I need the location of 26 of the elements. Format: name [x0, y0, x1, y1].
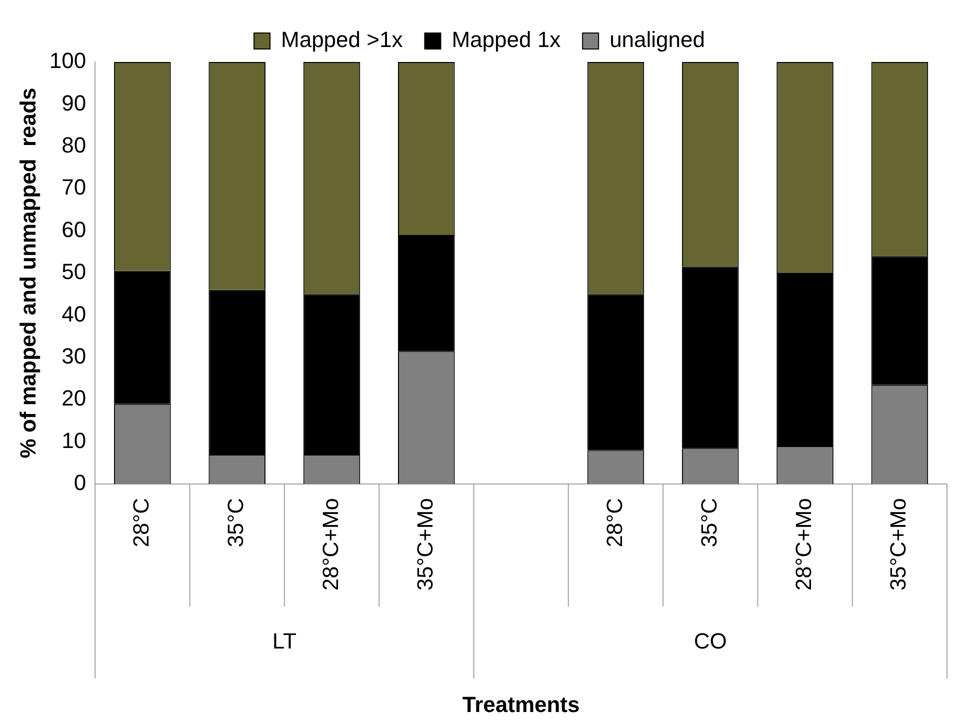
x-axis-title: Treatments [462, 692, 580, 717]
y-tick-label: 0 [74, 470, 86, 496]
y-tick-label: 60 [62, 216, 86, 242]
x-tick-label: 28°C [602, 498, 627, 548]
y-tick-label: 30 [62, 343, 86, 368]
x-tick-label: 35°C+Mo [412, 498, 438, 591]
text: LT [272, 628, 296, 654]
y-tick-label: 40 [62, 301, 86, 326]
y-tick-label: 50 [62, 259, 86, 284]
y-tick-label: 70 [62, 174, 86, 200]
y-tick-label: 90 [62, 90, 86, 116]
y-tick-label: 20 [62, 386, 86, 411]
y-tick-label: 80 [62, 132, 86, 158]
legend-label: Mapped >1x [281, 27, 403, 52]
legend-label: Mapped 1x [452, 27, 561, 52]
x-tick-label: 35°C [223, 498, 248, 548]
x-tick-label: 28°C+Mo [318, 498, 343, 591]
x-tick-label: 28°C [128, 498, 154, 548]
legend-label: unaligned [610, 27, 705, 52]
x-tick-label: 35°C+Mo [886, 498, 911, 591]
y-axis-title: % of mapped and unmapped reads [15, 88, 40, 458]
y-tick-label: 100 [49, 48, 86, 74]
text: CO [694, 628, 727, 654]
x-tick-label: 28°C+Mo [791, 498, 816, 591]
x-tick-label: 35°C [696, 498, 722, 548]
y-tick-label: 10 [62, 428, 86, 453]
